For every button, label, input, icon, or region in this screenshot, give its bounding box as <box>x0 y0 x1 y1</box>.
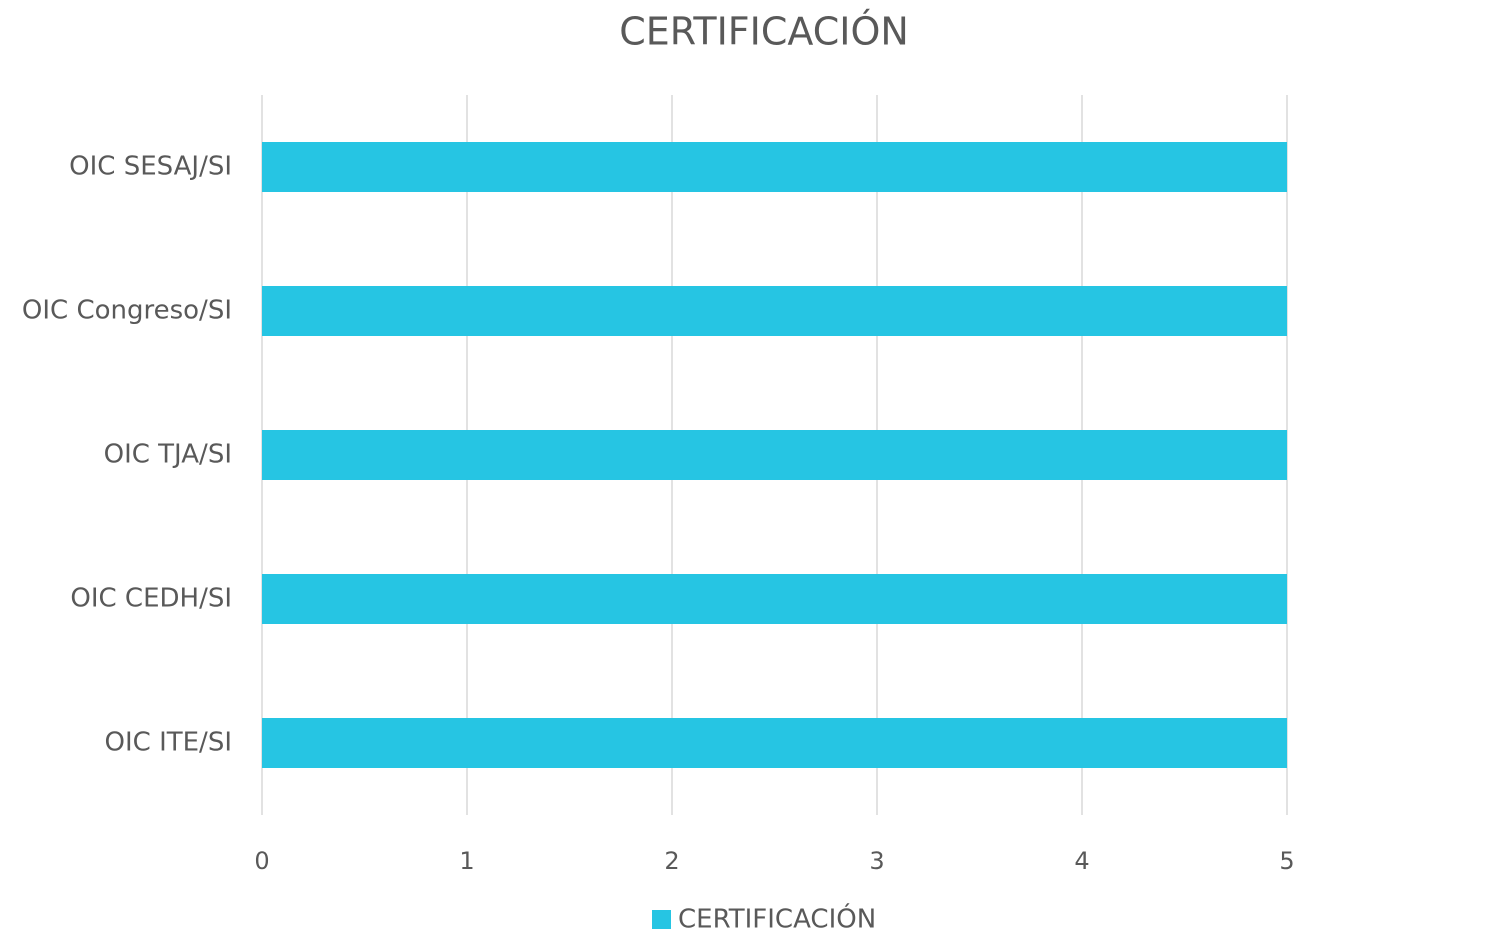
chart-title: CERTIFICACIÓN <box>619 10 909 54</box>
x-tick-label: 1 <box>459 847 474 875</box>
y-tick-label: OIC SESAJ/SI <box>69 152 232 182</box>
bar <box>262 718 1287 768</box>
x-tick-label: 5 <box>1279 847 1294 875</box>
x-tick-label: 0 <box>254 847 269 875</box>
legend-label: CERTIFICACIÓN <box>678 903 876 934</box>
y-tick-label: OIC ITE/SI <box>105 728 232 758</box>
x-tick-label: 3 <box>869 847 884 875</box>
bar <box>262 286 1287 336</box>
y-tick-label: OIC Congreso/SI <box>22 296 232 326</box>
bar <box>262 574 1287 624</box>
x-tick-label: 2 <box>664 847 679 875</box>
y-tick-label: OIC TJA/SI <box>104 440 232 470</box>
x-tick-label: 4 <box>1074 847 1089 875</box>
bar <box>262 430 1287 480</box>
legend-swatch <box>652 910 671 929</box>
bar <box>262 142 1287 192</box>
y-tick-label: OIC CEDH/SI <box>70 584 232 614</box>
